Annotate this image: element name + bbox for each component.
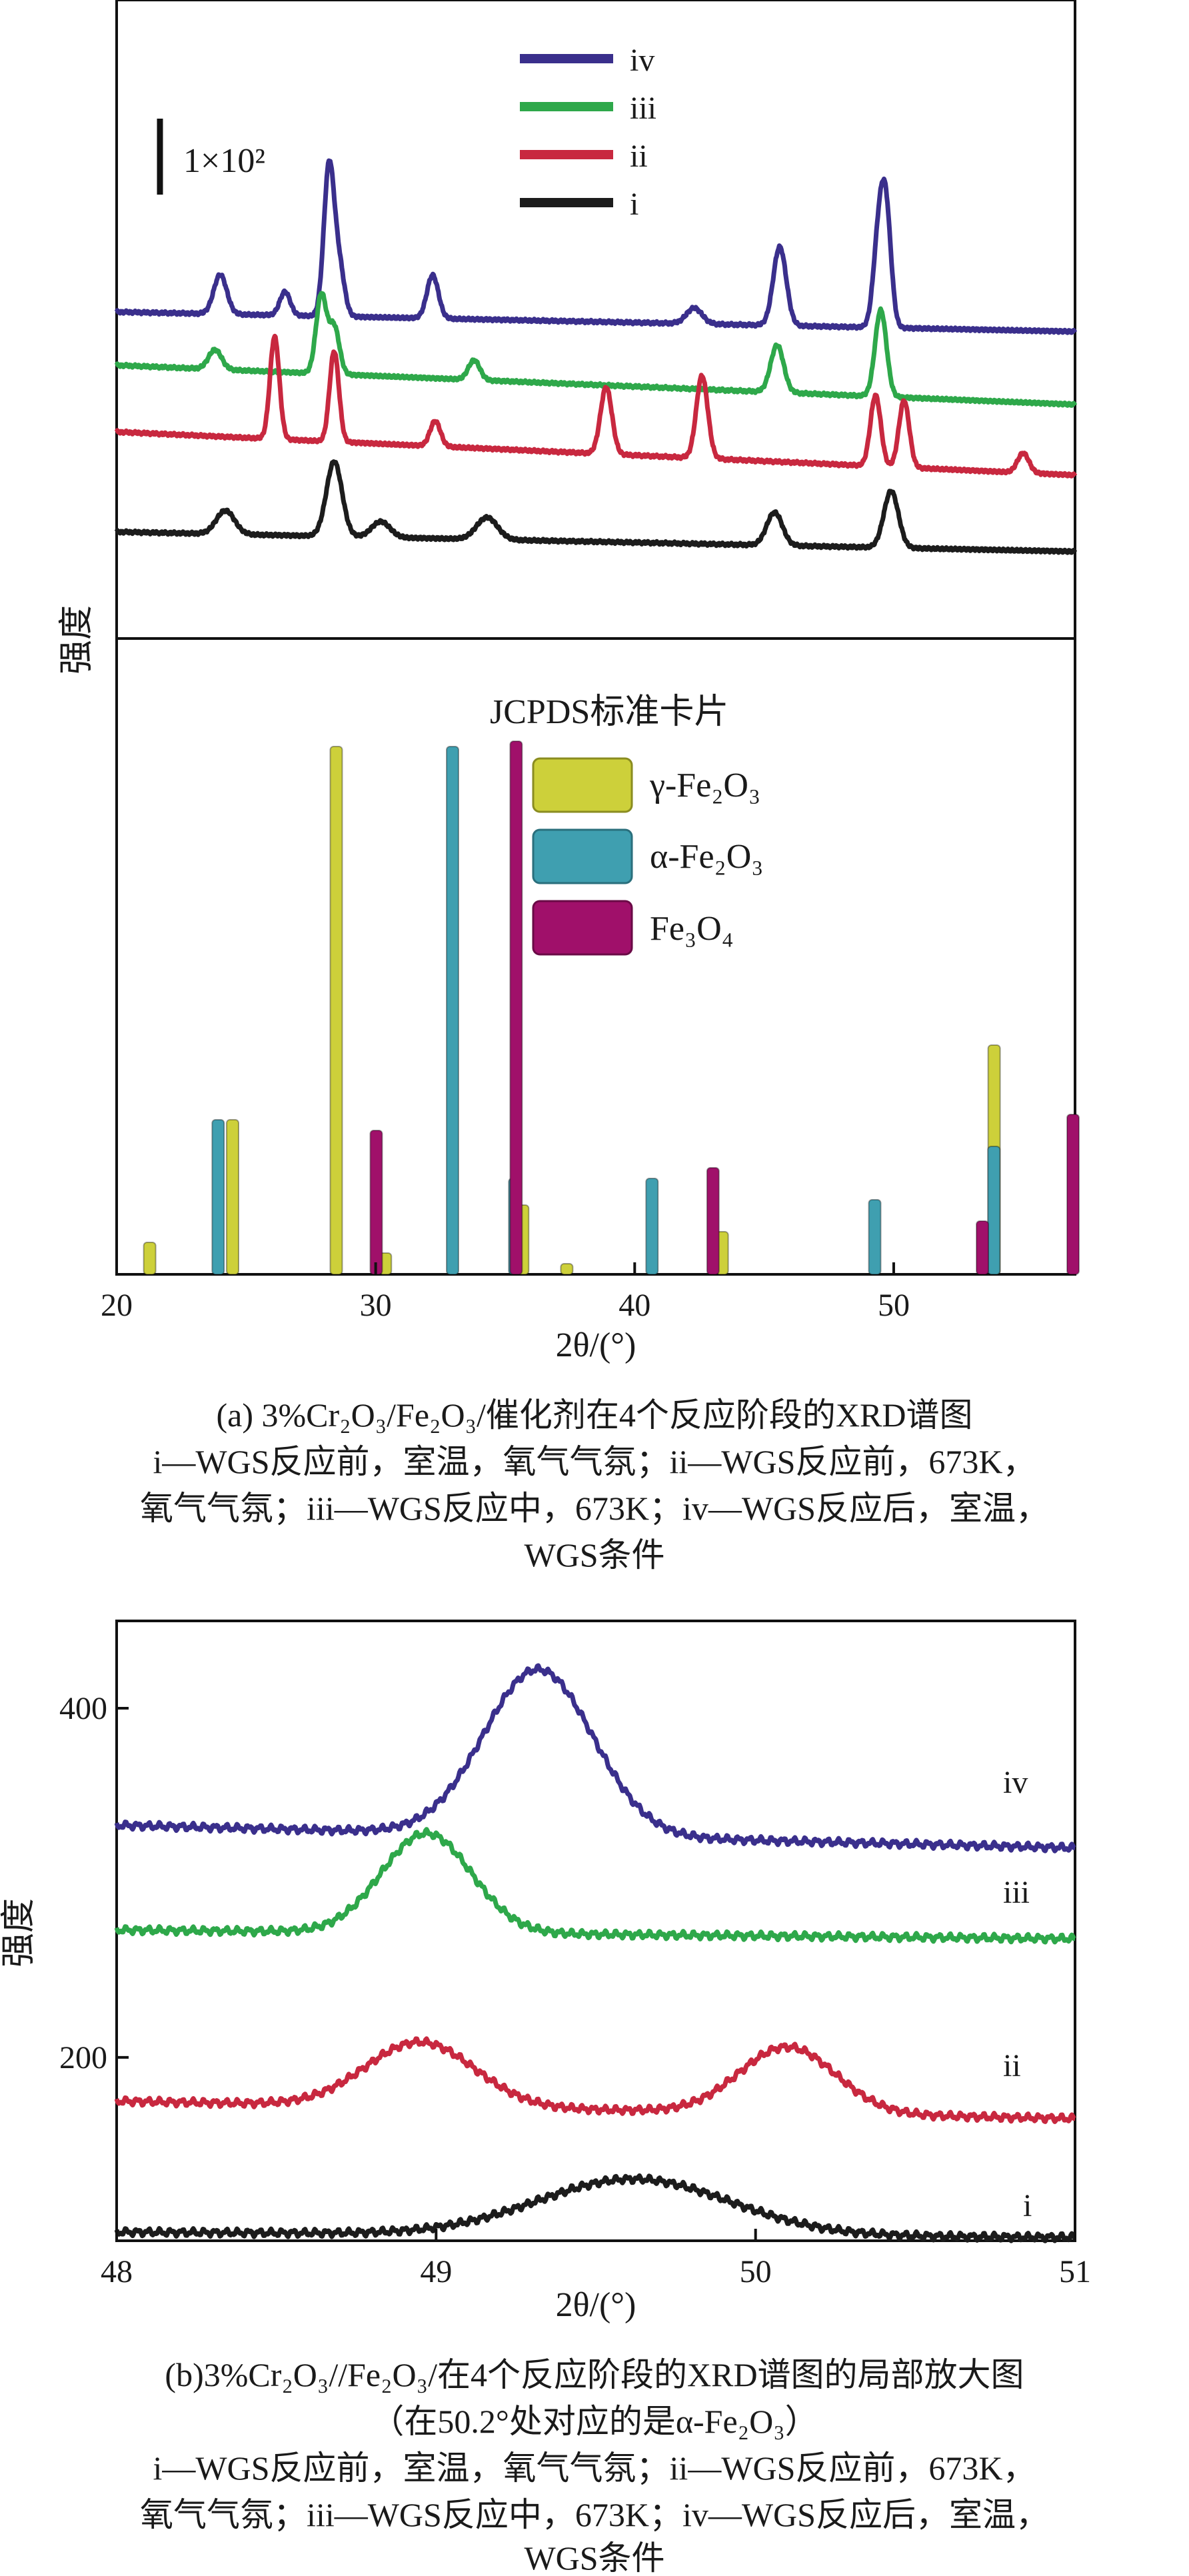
caption-b-line1: i—WGS反应前，室温，氧气气氛；ii—WGS反应前，673K， xyxy=(153,2449,1036,2487)
trace-ii xyxy=(114,333,1078,479)
panel-b: 48 49 50 51 200 400 iv iii ii i 强度 2θ/(°) (b)… xyxy=(0,1620,1091,2576)
caption-a-line1: i—WGS反应前，室温，氧气气氛；ii—WGS反应前，673K， xyxy=(153,1443,1036,1480)
bar-gamma-1 xyxy=(226,1119,239,1275)
zoom-x-tick-label-51: 51 xyxy=(1059,2254,1091,2289)
caption-b-title: (b)3%Cr₂O₃//Fe₂O₃/在4个反应阶段的XRD谱图的局部放大图 xyxy=(165,2356,1024,2393)
x-tick-label-40: 40 xyxy=(618,1288,650,1323)
panel-a: 20 30 40 50 1×10² iv iii ii i JCPDS标准卡片 γ-F… xyxy=(58,0,1080,1574)
panel-a-x-ticks: 20 30 40 50 xyxy=(101,1262,910,1323)
bar-alpha-3 xyxy=(645,1178,659,1275)
panel-b-lines xyxy=(114,1663,1076,2243)
zoom-trace-i xyxy=(114,2173,1076,2243)
caption-a-line3: WGS条件 xyxy=(524,1536,664,1574)
panel-a-bars xyxy=(143,740,1080,1275)
zoom-x-tick-label-49: 49 xyxy=(420,2254,452,2289)
jcpds-swatch-alpha xyxy=(532,828,633,884)
panel-b-x-label: 2θ/(°) xyxy=(556,2286,636,2324)
bar-fe3o4-2 xyxy=(509,740,523,1275)
caption-a-line2: 氧气气氛；iii—WGS反应中，673K；iv—WGS反应后，室温， xyxy=(140,1490,1049,1527)
panel-b-label-ii: ii xyxy=(1003,2048,1021,2083)
line-legend: iv iii ii i xyxy=(520,43,656,222)
jcpds-swatch-fe3o4 xyxy=(532,900,633,956)
bar-gamma-5 xyxy=(560,1263,574,1275)
x-tick-label-30: 30 xyxy=(360,1288,392,1323)
jcpds-label-gamma: γ-Fe₂O₃ xyxy=(649,766,760,804)
bar-alpha-1 xyxy=(446,746,459,1275)
caption-b-line3: WGS条件 xyxy=(524,2539,664,2576)
legend-label-iii: iii xyxy=(630,91,656,126)
zoom-trace-iii xyxy=(114,1827,1076,1945)
x-tick-label-20: 20 xyxy=(101,1288,133,1323)
jcpds-label-alpha: α-Fe₂O₃ xyxy=(650,838,763,876)
panel-b-ticks: 48 49 50 51 200 400 xyxy=(59,1691,1091,2289)
jcpds-label-fe3o4: Fe₃O₄ xyxy=(650,910,734,948)
panel-a-x-label: 2θ/(°) xyxy=(556,1326,636,1364)
zoom-x-tick-label-48: 48 xyxy=(101,2254,133,2289)
panel-a-top-lines xyxy=(114,158,1078,555)
bar-gamma-0 xyxy=(143,1242,157,1275)
bar-gamma-2 xyxy=(329,746,343,1275)
panel-b-label-iii: iii xyxy=(1003,1875,1030,1910)
zoom-trace-ii xyxy=(114,2036,1076,2124)
zoom-trace-iv xyxy=(114,1663,1076,1854)
panel-b-y-label: 强度 xyxy=(0,1898,38,1967)
caption-a-title: (a) 3%Cr₂O₃/Fe₂O₃/催化剂在4个反应阶段的XRD谱图 xyxy=(217,1396,973,1434)
scale-bar-label: 1×10² xyxy=(183,142,265,180)
bar-fe3o4-3 xyxy=(706,1167,720,1275)
panel-b-label-i: i xyxy=(1023,2188,1032,2223)
legend-label-iv: iv xyxy=(630,43,654,78)
jcpds-swatch-gamma xyxy=(532,757,633,813)
panel-b-label-iv: iv xyxy=(1003,1765,1028,1800)
zoom-y-tick-label-400: 400 xyxy=(59,1691,107,1726)
bar-fe3o4-5 xyxy=(1066,1114,1080,1275)
zoom-y-tick-label-200: 200 xyxy=(59,2040,107,2075)
trace-i xyxy=(114,459,1078,555)
bar-alpha-0 xyxy=(211,1119,225,1275)
x-tick-label-50: 50 xyxy=(878,1288,910,1323)
caption-b-subtitle: （在50.2°处对应的是α-Fe₂O₃） xyxy=(371,2403,818,2440)
legend-label-i: i xyxy=(630,187,638,222)
jcpds-legend-title: JCPDS标准卡片 xyxy=(490,693,728,731)
trace-iii xyxy=(114,291,1078,408)
legend-label-ii: ii xyxy=(630,139,648,174)
trace-iv xyxy=(114,158,1078,335)
panel-a-y-label: 强度 xyxy=(58,605,96,674)
caption-b-line2: 氧气气氛；iii—WGS反应中，673K；iv—WGS反应后，室温， xyxy=(140,2496,1049,2533)
bar-alpha-5 xyxy=(987,1146,1001,1275)
bar-fe3o4-1 xyxy=(369,1130,383,1275)
bar-fe3o4-4 xyxy=(976,1220,989,1275)
bar-alpha-4 xyxy=(868,1199,882,1275)
zoom-x-tick-label-50: 50 xyxy=(740,2254,772,2289)
jcpds-legend: JCPDS标准卡片 γ-Fe₂O₃ α-Fe₂O₃ Fe₃O₄ xyxy=(490,693,763,956)
